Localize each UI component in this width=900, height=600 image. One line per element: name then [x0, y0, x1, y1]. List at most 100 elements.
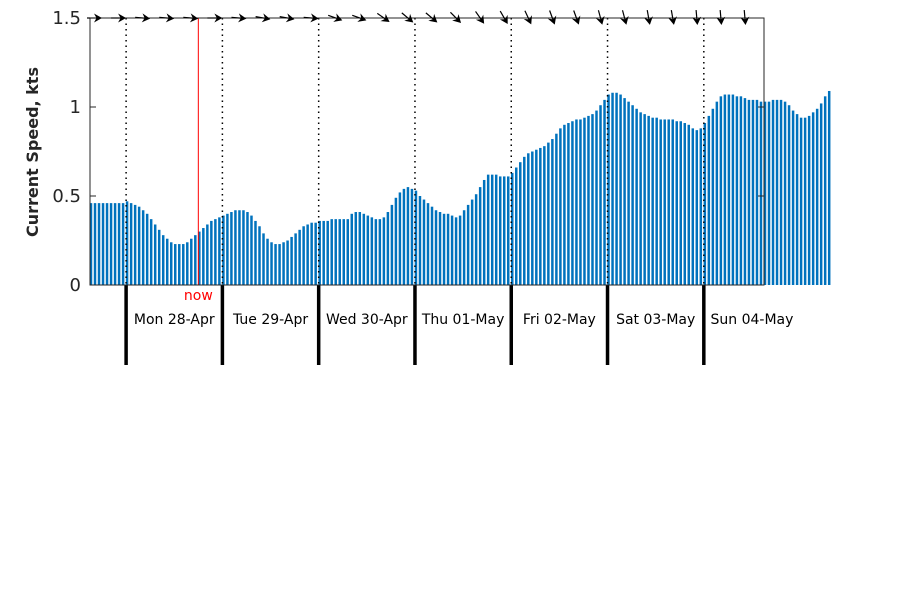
direction-arrow — [352, 13, 367, 22]
bar — [519, 162, 522, 285]
bar — [719, 96, 723, 285]
bar — [707, 115, 711, 286]
bar — [462, 210, 466, 285]
bar — [210, 220, 213, 285]
bar — [402, 188, 406, 285]
bar — [129, 203, 133, 285]
bar — [145, 213, 149, 285]
bar — [342, 219, 345, 285]
bar — [366, 215, 370, 285]
bar — [286, 240, 289, 285]
bars-group — [89, 90, 831, 286]
bar — [298, 229, 301, 285]
bar — [815, 108, 819, 285]
bar — [354, 212, 358, 285]
bar — [182, 244, 185, 285]
bar — [93, 203, 97, 285]
day-label: Thu 01-May — [421, 312, 505, 328]
direction-arrow — [449, 11, 462, 23]
bar — [410, 188, 414, 285]
bar — [651, 117, 654, 286]
bar — [743, 98, 747, 285]
bar — [502, 176, 506, 285]
bar — [667, 119, 670, 286]
direction-arrow — [111, 13, 127, 23]
y-tick-label: 0 — [70, 275, 81, 296]
bar — [438, 212, 442, 285]
bar — [178, 244, 181, 285]
bar — [607, 94, 610, 285]
bar — [314, 222, 317, 285]
bar — [149, 219, 153, 285]
bar — [675, 121, 678, 286]
bar — [647, 115, 650, 286]
bar — [482, 179, 486, 285]
bar — [807, 115, 811, 286]
bar — [206, 224, 209, 285]
bar — [290, 236, 293, 285]
direction-arrow — [231, 13, 247, 23]
bar — [511, 172, 514, 285]
bar — [422, 199, 426, 285]
bar — [294, 233, 297, 285]
y-tick-label: 1 — [70, 97, 81, 118]
day-label: Fri 02-May — [523, 312, 596, 328]
bar — [89, 203, 93, 285]
bar — [827, 90, 831, 285]
direction-arrow — [595, 10, 605, 25]
bar — [531, 151, 534, 285]
direction-arrow — [159, 13, 175, 23]
bar — [470, 199, 474, 285]
bar — [101, 203, 105, 285]
bar — [739, 96, 743, 285]
bar — [539, 147, 542, 285]
bar — [687, 124, 691, 285]
bar — [378, 219, 382, 285]
bar — [791, 110, 795, 285]
direction-arrow — [716, 9, 726, 25]
bar — [246, 212, 249, 285]
bar — [346, 219, 350, 285]
bar — [190, 238, 193, 285]
bar — [330, 219, 333, 285]
bar — [302, 226, 305, 285]
bar — [591, 114, 594, 286]
bar — [671, 119, 674, 286]
bar — [731, 94, 735, 285]
direction-arrow — [303, 13, 319, 23]
bar — [386, 212, 390, 285]
bar — [113, 203, 117, 285]
bar — [382, 217, 386, 285]
bar — [563, 124, 566, 285]
bar — [414, 190, 418, 285]
direction-arrow — [547, 10, 557, 25]
bar — [250, 215, 253, 285]
bar — [306, 224, 309, 285]
y-tick-label: 0.5 — [52, 186, 81, 207]
direction-arrows — [87, 9, 750, 25]
bar — [434, 210, 438, 285]
bar — [117, 203, 121, 285]
direction-arrow — [207, 13, 223, 23]
bar — [506, 176, 510, 285]
bar — [358, 212, 362, 285]
bar — [186, 242, 189, 285]
bar — [727, 94, 731, 285]
bar — [121, 203, 125, 285]
bar — [631, 105, 634, 285]
plot-frame — [89, 17, 765, 286]
bar — [663, 119, 666, 286]
bar — [715, 101, 719, 285]
bar — [619, 94, 622, 285]
bar — [214, 219, 217, 285]
bar — [218, 217, 221, 285]
direction-arrow — [475, 11, 485, 24]
bar — [153, 224, 157, 285]
bar — [418, 196, 422, 285]
direction-arrow — [327, 13, 343, 22]
bar — [350, 213, 354, 285]
bar — [751, 99, 755, 285]
bar — [699, 128, 703, 285]
bar — [426, 203, 430, 285]
